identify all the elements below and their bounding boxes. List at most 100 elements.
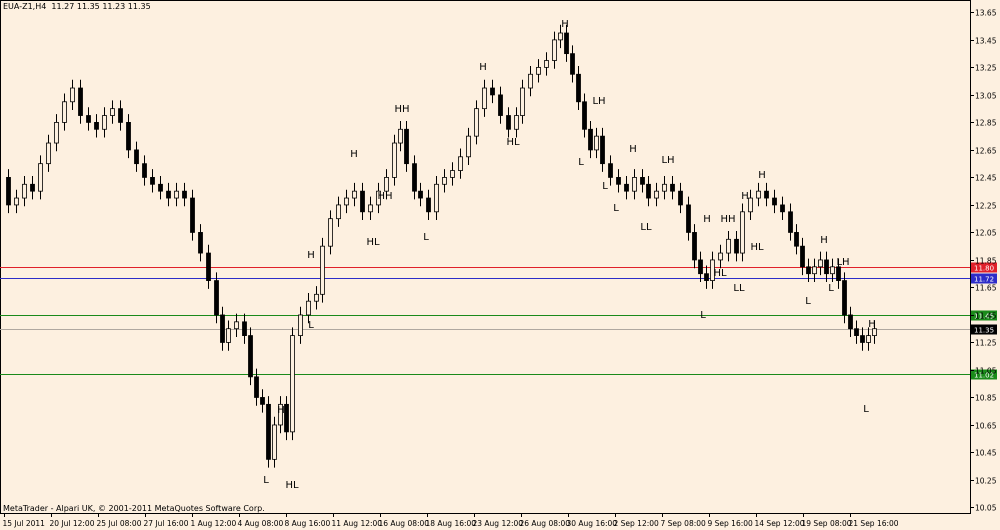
annotation-l: L [602, 181, 608, 192]
candle-down [142, 163, 147, 178]
candle-up [272, 424, 277, 460]
candle-down [608, 163, 613, 178]
x-tick-label: 18 Aug 16:00 [426, 519, 477, 528]
annotation-hl: HL [750, 242, 764, 253]
candle-down [284, 403, 289, 433]
price-tag-11.80 [971, 262, 997, 273]
candle-up [594, 135, 599, 151]
candle-down [260, 397, 265, 405]
y-tick-label: 12.25 [975, 202, 997, 211]
low-value: 11.23 [102, 2, 126, 11]
y-tick-label: 10.25 [975, 477, 997, 486]
x-tick-label: 7 Sep 08:00 [661, 519, 707, 528]
annotation-l: L [805, 296, 811, 307]
candle-up [718, 252, 723, 261]
candle-up [110, 108, 115, 116]
annotation-l: L [308, 320, 314, 331]
candle-up [726, 238, 731, 254]
candle-up [434, 183, 439, 213]
candle-up [384, 177, 389, 192]
y-tick-label: 11.25 [975, 339, 997, 348]
candle-down [836, 266, 841, 281]
candle-down [806, 266, 811, 275]
candle-up [536, 66, 541, 75]
annotation-l: L [828, 283, 834, 294]
high-value: 11.35 [76, 2, 100, 11]
annotation-hh: HH [394, 104, 409, 115]
candle-up [298, 314, 303, 336]
candle-up [102, 115, 107, 130]
candle-down [182, 190, 187, 199]
time-axis[interactable]: 15 Jul 2011 20 Jul 12:00 25 Jul 08:00 27 Ju… [3, 513, 899, 528]
candle-down [360, 190, 365, 213]
candle-down [624, 183, 629, 192]
candles-group [6, 24, 877, 468]
candle-up [234, 321, 239, 330]
candle-up [174, 190, 179, 199]
candle-up [278, 403, 283, 426]
candle-up [558, 32, 563, 41]
annotation-hh: HH [377, 191, 392, 202]
annotation-l: L [613, 203, 619, 214]
candle-down [190, 197, 195, 233]
candle-up [528, 73, 533, 89]
candle-down [576, 73, 581, 103]
y-tick-label: 12.65 [975, 147, 997, 156]
x-tick-label: 21 Sep 16:00 [849, 519, 899, 528]
candle-up [544, 60, 549, 68]
y-tick-label: 10.45 [975, 449, 997, 458]
plot-area[interactable] [0, 0, 971, 514]
y-tick-label: 13.05 [975, 92, 997, 101]
y-tick-label: 12.05 [975, 229, 997, 238]
candle-down [126, 122, 131, 151]
candle-up [458, 156, 463, 171]
chart-header: EUA-Z1,H4 11.27 11.35 11.23 11.35 [3, 2, 151, 11]
candle-down [848, 314, 853, 330]
annotation-hh: HH [720, 214, 735, 225]
candle-down [404, 128, 409, 165]
price-axis[interactable]: 13.65 13.45 13.25 13.05 12.85 12.65 12.45 12.25… [970, 9, 997, 513]
annotation-h: H [741, 191, 749, 202]
y-tick-label: 10.85 [975, 394, 997, 403]
candle-up [344, 197, 349, 206]
candle-up [62, 101, 67, 123]
candle-down [198, 232, 203, 254]
x-tick-label: 20 Jul 12:00 [50, 519, 95, 528]
y-tick-label: 13.25 [975, 64, 997, 73]
candle-down [788, 211, 793, 233]
x-tick-label: 4 Aug 08:00 [238, 519, 284, 528]
candle-down [640, 177, 645, 185]
candle-down [564, 32, 569, 55]
candle-down [248, 335, 253, 378]
x-tick-label: 14 Sep 12:00 [755, 519, 805, 528]
annotation-h: H [479, 62, 487, 73]
candle-down [824, 259, 829, 275]
x-tick-label: 9 Sep 16:00 [708, 519, 754, 528]
candle-down [670, 183, 675, 192]
x-tick-label: 16 Aug 08:00 [379, 519, 430, 528]
y-tick-label: 10.65 [975, 422, 997, 431]
x-tick-label: 23 Aug 12:00 [473, 519, 524, 528]
candle-down [418, 190, 423, 199]
candle-down [266, 403, 271, 460]
candle-up [818, 259, 823, 268]
current-price-tag [971, 324, 997, 335]
candle-up [830, 266, 835, 275]
x-tick-label: 19 Sep 08:00 [802, 519, 852, 528]
annotation-l: L [423, 232, 429, 243]
candle-up [442, 177, 447, 185]
candle-down [860, 335, 865, 343]
x-tick-label: 15 Jul 2011 [3, 519, 46, 528]
candle-up [70, 87, 75, 103]
current-price-tag-label: 11.35 [974, 327, 994, 335]
candle-up [662, 183, 667, 192]
candle-down [30, 183, 35, 192]
candle-up [306, 300, 311, 316]
candle-up [756, 190, 761, 199]
candle-up [748, 197, 753, 213]
candle-up [654, 190, 659, 199]
candle-down [854, 328, 859, 336]
